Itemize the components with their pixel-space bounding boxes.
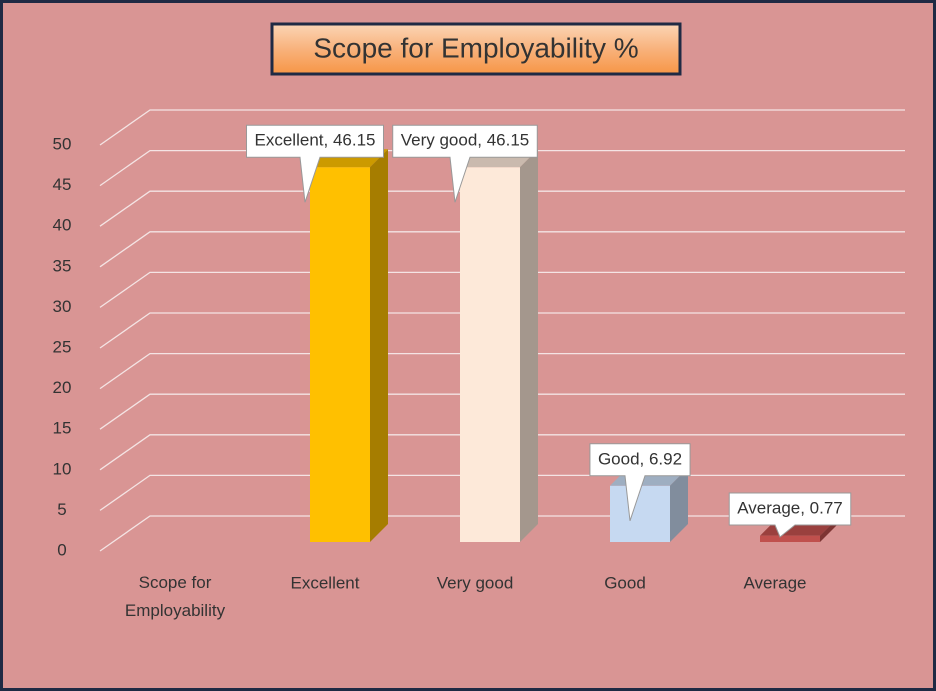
data-label: Good, 6.92: [598, 449, 682, 468]
y-tick-label: 5: [57, 500, 66, 519]
x-tick-label: Very good: [437, 573, 514, 592]
grid-line: [99, 393, 905, 430]
y-tick-label: 30: [53, 297, 72, 316]
y-tick-label: 15: [53, 419, 72, 438]
x-tick-label: Average: [743, 573, 806, 592]
grid-line: [99, 231, 905, 268]
grid-line: [99, 190, 905, 227]
data-label-box: [392, 124, 538, 203]
bar-side: [370, 149, 388, 542]
y-tick-label: 40: [53, 216, 72, 235]
y-tick-label: 35: [53, 256, 72, 275]
grid-line: [99, 109, 905, 146]
chart-title: Scope for Employability %: [313, 32, 638, 63]
y-tick-label: 20: [53, 378, 72, 397]
bar: [310, 167, 370, 542]
title-box: [270, 22, 682, 76]
bar-side: [670, 467, 688, 542]
bar-side: [520, 149, 538, 542]
y-tick-label: 25: [53, 337, 72, 356]
data-label-box: [728, 492, 852, 538]
grid-line: [99, 352, 905, 390]
data-label: Very good, 46.15: [401, 131, 530, 150]
x-tick-label: Scope for Employability: [125, 573, 226, 620]
grid-line: [99, 434, 905, 471]
data-label: Excellent, 46.15: [255, 131, 376, 150]
x-tick-label: Good: [604, 573, 646, 592]
bar: [760, 535, 820, 542]
y-tick-label: 50: [53, 134, 72, 153]
y-tick-label: 45: [53, 175, 72, 194]
y-tick-label: 0: [57, 540, 66, 559]
data-label-box: [589, 443, 691, 521]
grid-line: [99, 271, 905, 308]
bar: [610, 485, 670, 542]
bar: [460, 167, 520, 542]
grid-line: [99, 312, 905, 349]
x-tick-label: Excellent: [291, 573, 360, 592]
data-label-box: [246, 124, 384, 203]
grid-line: [99, 149, 905, 187]
y-tick-label: 10: [53, 459, 72, 478]
data-label: Average, 0.77: [737, 498, 843, 517]
